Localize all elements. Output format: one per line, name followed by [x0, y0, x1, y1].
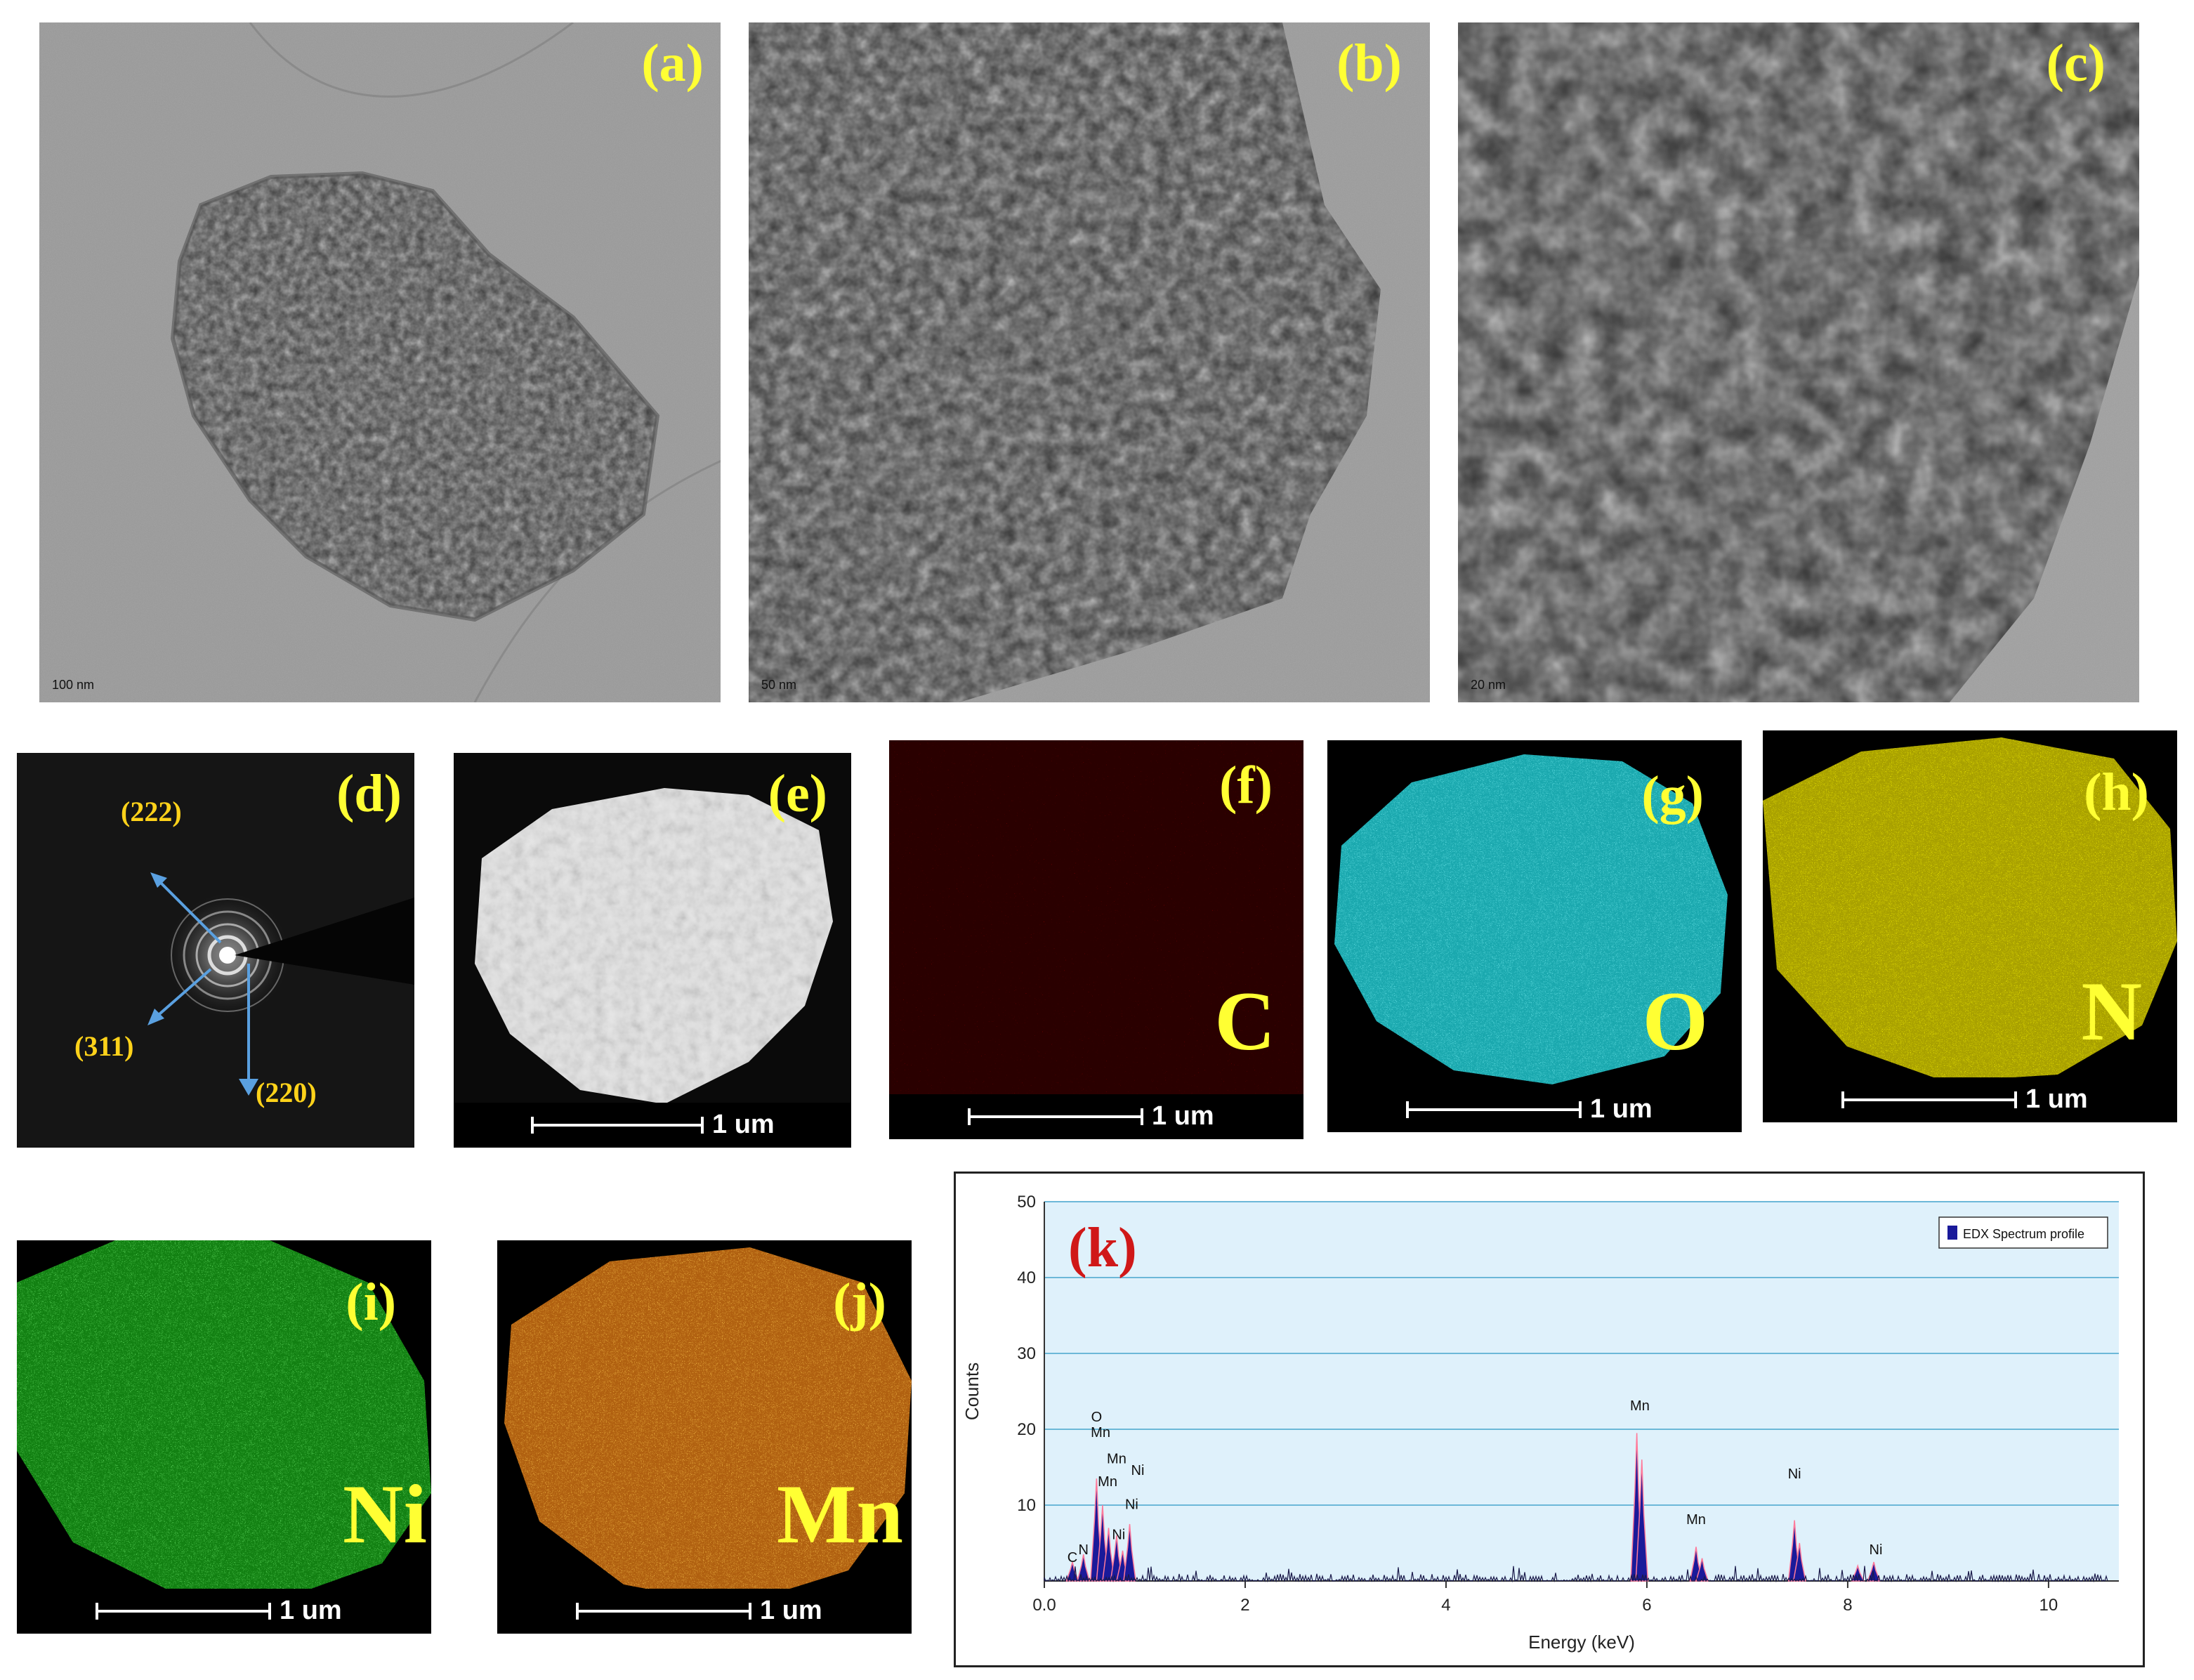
arrow-311 — [153, 968, 212, 1020]
peak-label-mn-3: Mn — [1091, 1425, 1110, 1441]
peak-label-ni-6: Ni — [1131, 1463, 1145, 1478]
x-tick-label-4: 4 — [1441, 1596, 1450, 1615]
tem-panel-c: (c) 20 nm — [1458, 22, 2139, 702]
manganese-map-image — [497, 1240, 912, 1634]
spectrum-peak-9 — [1635, 1459, 1649, 1582]
scale-bar-f: 1 um — [889, 1094, 1303, 1139]
legend-swatch — [1947, 1226, 1957, 1240]
panel-label-f: (f) — [1219, 756, 1273, 815]
x-tick-label-6: 6 — [1642, 1596, 1651, 1615]
legend-box — [1938, 1216, 2108, 1249]
spectrum-baseline — [1044, 1566, 2108, 1583]
scale-bar-i-text: 1 um — [280, 1596, 342, 1625]
element-label-c: C — [1214, 974, 1275, 1068]
spectrum-peak-15 — [1851, 1563, 1865, 1582]
scale-bar-h-text: 1 um — [2025, 1084, 2088, 1114]
spectrum-peak-13 — [1792, 1542, 1806, 1582]
x-axis-label: Energy (keV) — [1528, 1632, 1635, 1653]
tem-image-b — [749, 22, 1430, 702]
spectrum-peak-7 — [1123, 1523, 1136, 1582]
peak-label-c-0: C — [1068, 1550, 1077, 1566]
panel-label-j: (j) — [833, 1273, 886, 1332]
haadf-panel-e: (e) 1 um — [454, 753, 851, 1148]
peak-label-ni-12: Ni — [1870, 1542, 1883, 1558]
peak-label-ni-7: Ni — [1125, 1497, 1138, 1512]
arrow-222 — [156, 878, 222, 944]
panel-label-e: (e) — [768, 764, 827, 823]
y-axis-label: Counts — [961, 1363, 983, 1420]
panel-label-c: (c) — [2046, 34, 2106, 93]
saed-pattern — [147, 872, 414, 1096]
panel-label-h: (h) — [2084, 763, 2149, 822]
nickel-map-image — [17, 1240, 431, 1634]
eds-map-j-manganese: (j) Mn 1 um — [497, 1240, 912, 1634]
scale-bar-g-text: 1 um — [1590, 1094, 1653, 1124]
ring-label-220: (220) — [256, 1077, 317, 1108]
x-tick-label-2: 2 — [1240, 1596, 1249, 1615]
eds-map-i-nickel: (i) Ni 1 um — [17, 1240, 431, 1634]
peak-label-o-2: O — [1091, 1410, 1103, 1425]
y-tick-label-10: 10 — [1017, 1496, 1036, 1515]
eds-map-f-carbon: (f) C 1 um — [889, 740, 1303, 1139]
panel-label-a: (a) — [641, 34, 704, 93]
eds-map-g-oxygen: (g) O 1 um — [1327, 740, 1742, 1132]
scale-bar-h: 1 um — [1763, 1077, 2177, 1122]
peak-label-mn-9: Mn — [1630, 1398, 1650, 1414]
y-tick-label-40: 40 — [1017, 1268, 1036, 1287]
scale-bar-e-text: 1 um — [712, 1110, 775, 1139]
eds-map-h-nitrogen: (h) N 1 um — [1763, 730, 2177, 1122]
y-tick-label-50: 50 — [1017, 1193, 1036, 1212]
haadf-image — [454, 753, 851, 1148]
x-tick-label-0: 0.0 — [1032, 1596, 1056, 1615]
element-label-mn: Mn — [777, 1467, 903, 1561]
nitrogen-map-image — [1763, 730, 2177, 1122]
element-label-n: N — [2081, 964, 2142, 1058]
panel-label-i: (i) — [346, 1273, 396, 1332]
element-label-o: O — [1642, 974, 1708, 1068]
oxygen-map-image — [1327, 740, 1742, 1132]
tem-image-c — [1458, 22, 2139, 702]
ring-label-222: (222) — [121, 796, 182, 827]
scale-bar-i: 1 um — [17, 1589, 431, 1634]
scale-bar-g: 1 um — [1327, 1087, 1742, 1132]
carbon-map-image — [889, 740, 1303, 1139]
scale-bar-j-text: 1 um — [760, 1596, 822, 1625]
panel-label-g: (g) — [1641, 766, 1704, 825]
scale-bar-f-text: 1 um — [1152, 1101, 1214, 1131]
y-tick-label-30: 30 — [1017, 1344, 1036, 1363]
panel-label-k: (k) — [1068, 1217, 1137, 1279]
tem-panel-b: (b) 50 nm — [749, 22, 1430, 702]
scale-bar-a: 100 nm — [52, 678, 95, 692]
peak-label-mn-4: Mn — [1107, 1452, 1126, 1467]
y-tick-label-20: 20 — [1017, 1420, 1036, 1439]
x-tick-label-10: 10 — [2039, 1596, 2058, 1615]
peak-label-mn-5: Mn — [1098, 1474, 1117, 1490]
scale-bar-c: 20 nm — [1471, 678, 1506, 692]
legend-entry: EDX Spectrum profile — [1963, 1227, 2084, 1241]
panel-label-d: (d) — [336, 764, 402, 823]
tem-panel-a: (a) 100 nm — [39, 22, 721, 702]
peak-label-ni-8: Ni — [1112, 1528, 1125, 1543]
tem-image-a — [39, 22, 721, 702]
element-label-ni: Ni — [343, 1467, 427, 1561]
plot-background — [1044, 1202, 2119, 1581]
scale-bar-j: 1 um — [497, 1589, 912, 1634]
peak-label-n-1: N — [1079, 1542, 1089, 1558]
peak-label-ni-11: Ni — [1788, 1466, 1801, 1482]
peak-label-mn-10: Mn — [1686, 1512, 1706, 1528]
scale-bar-e: 1 um — [454, 1103, 851, 1148]
saed-panel-d: (d) (222) (311) (220) — [17, 753, 414, 1148]
x-tick-label-8: 8 — [1843, 1596, 1852, 1615]
scale-bar-b: 50 nm — [761, 678, 797, 692]
edx-spectrum-panel-k: 10 20 30 40 50 0.0 2 4 6 8 10 C N O Mn Mn Mn Ni Ni Ni Mn Mn N… — [954, 1172, 2145, 1667]
panel-label-b: (b) — [1336, 34, 1402, 93]
ring-label-311: (311) — [74, 1030, 134, 1062]
